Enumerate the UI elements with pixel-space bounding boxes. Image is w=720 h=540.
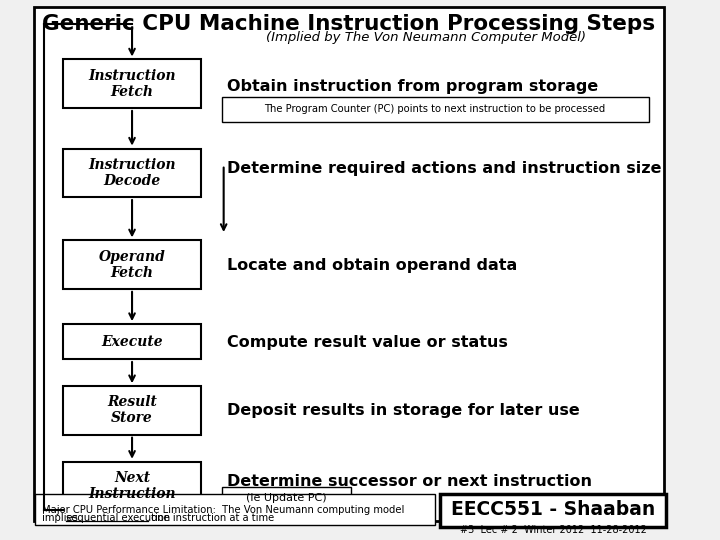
Text: The Program Counter (PC) points to next instruction to be processed: The Program Counter (PC) points to next … <box>264 104 606 114</box>
FancyBboxPatch shape <box>222 97 649 122</box>
Text: Execute: Execute <box>102 335 163 348</box>
Text: EECC551 - Shaaban: EECC551 - Shaaban <box>451 500 656 519</box>
FancyBboxPatch shape <box>63 462 201 510</box>
Text: Major CPU Performance Limitation:  The Von Neumann computing model: Major CPU Performance Limitation: The Vo… <box>42 505 404 515</box>
FancyBboxPatch shape <box>63 148 201 197</box>
Text: (Implied by The Von Neumann Computer Model): (Implied by The Von Neumann Computer Mod… <box>266 31 586 44</box>
FancyBboxPatch shape <box>35 494 435 525</box>
Text: one instruction at a time: one instruction at a time <box>148 514 275 523</box>
Text: (ie Update PC): (ie Update PC) <box>246 493 326 503</box>
Text: Instruction
Decode: Instruction Decode <box>89 158 176 188</box>
Text: Instruction
Fetch: Instruction Fetch <box>89 69 176 99</box>
Text: Deposit results in storage for later use: Deposit results in storage for later use <box>227 403 580 418</box>
Text: Operand
Fetch: Operand Fetch <box>99 249 166 280</box>
Text: #3  Lec # 2  Winter 2012  11-28-2012: #3 Lec # 2 Winter 2012 11-28-2012 <box>460 525 647 535</box>
FancyBboxPatch shape <box>63 59 201 108</box>
Text: sequential execution: sequential execution <box>66 514 171 523</box>
FancyBboxPatch shape <box>63 240 201 289</box>
Text: Determine successor or next instruction: Determine successor or next instruction <box>227 474 592 489</box>
FancyBboxPatch shape <box>34 7 664 521</box>
Text: Compute result value or status: Compute result value or status <box>227 335 508 350</box>
Text: implies: implies <box>42 514 81 523</box>
Text: Locate and obtain operand data: Locate and obtain operand data <box>227 258 517 273</box>
Text: Determine required actions and instruction size: Determine required actions and instructi… <box>227 161 662 176</box>
FancyBboxPatch shape <box>222 487 351 509</box>
Text: Generic CPU Machine Instruction Processing Steps: Generic CPU Machine Instruction Processi… <box>42 14 656 33</box>
FancyBboxPatch shape <box>441 494 666 526</box>
FancyBboxPatch shape <box>63 324 201 359</box>
Text: Next
Instruction: Next Instruction <box>89 471 176 501</box>
Text: Obtain instruction from program storage: Obtain instruction from program storage <box>227 79 598 94</box>
FancyBboxPatch shape <box>63 386 201 435</box>
Text: Result
Store: Result Store <box>107 395 157 426</box>
